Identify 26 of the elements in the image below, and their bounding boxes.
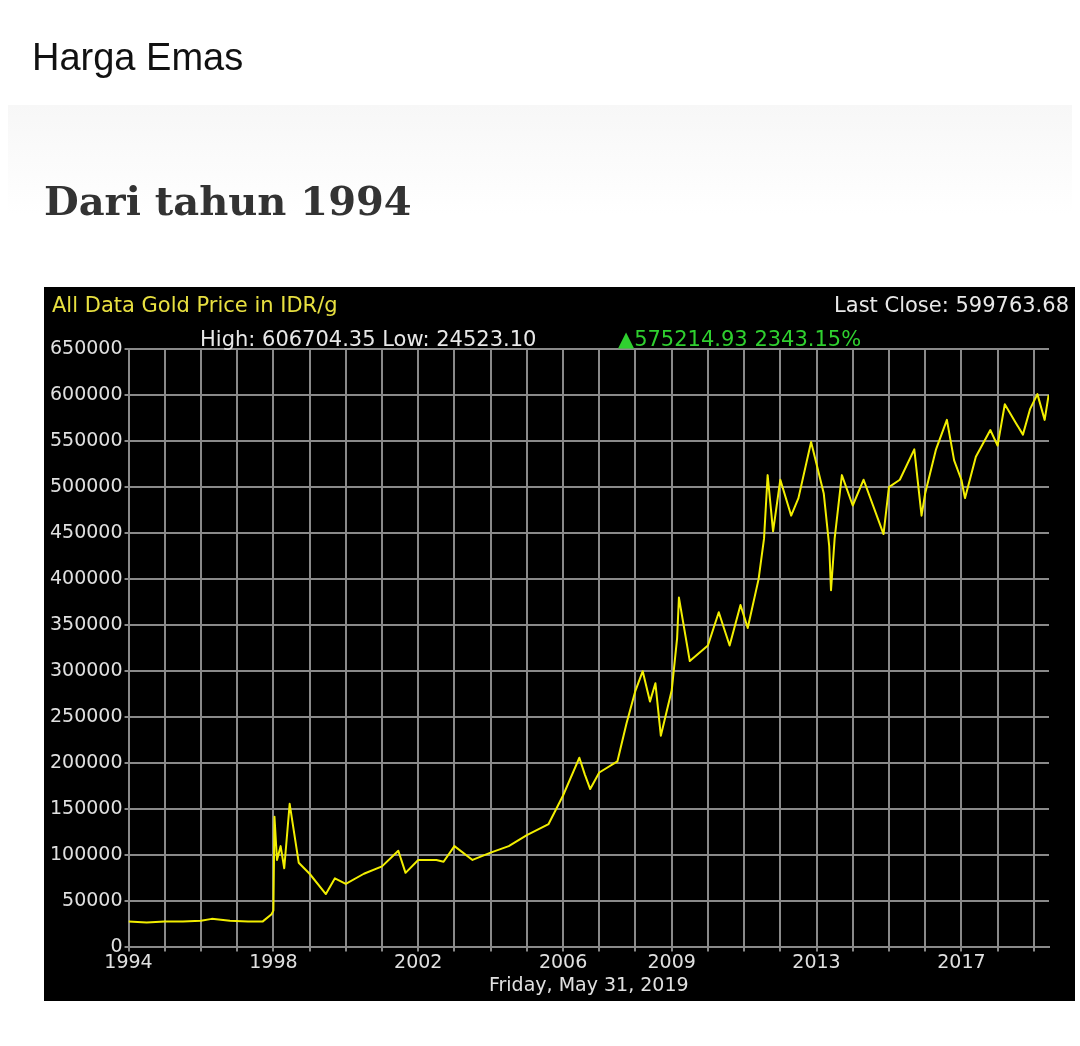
y-tick-label: 450000 xyxy=(50,520,123,543)
y-tick-label: 400000 xyxy=(50,566,123,589)
x-tick-label: 2006 xyxy=(538,949,588,972)
y-tick-label: 150000 xyxy=(50,796,123,819)
y-tick-label: 250000 xyxy=(50,704,123,727)
annotation: High: 606704.35 Low: 24523.10 xyxy=(200,327,537,351)
chart-title: Harga Emas xyxy=(31,35,245,80)
y-tick-label: 50000 xyxy=(62,888,123,911)
y-tick-label: 600000 xyxy=(50,381,123,404)
x-tick-label: 2017 xyxy=(937,949,986,972)
y-tick-label: 200000 xyxy=(50,750,123,773)
y-tick-label: 300000 xyxy=(50,658,123,681)
x-axis-title: Friday, May 31, 2019 xyxy=(488,972,689,995)
x-tick-label: 2009 xyxy=(647,949,696,972)
x-tick-label: 2013 xyxy=(792,949,841,972)
x-tick-label: 1998 xyxy=(249,949,298,972)
annotation: ▲575214.93 2343.15% xyxy=(618,327,862,351)
text: All Data Gold Price in IDR/g xyxy=(52,293,338,317)
y-tick-label: 350000 xyxy=(50,612,123,635)
y-tick-label: 550000 xyxy=(50,428,123,450)
text: Last Close: 599763.68 xyxy=(834,293,1069,317)
x-tick-label: 2002 xyxy=(394,949,443,972)
y-tick-label: 100000 xyxy=(50,842,123,865)
chart-subtitle: Dari tahun 1994 xyxy=(44,177,413,224)
y-tick-label: 650000 xyxy=(50,335,123,358)
y-tick-label: 500000 xyxy=(50,474,123,497)
